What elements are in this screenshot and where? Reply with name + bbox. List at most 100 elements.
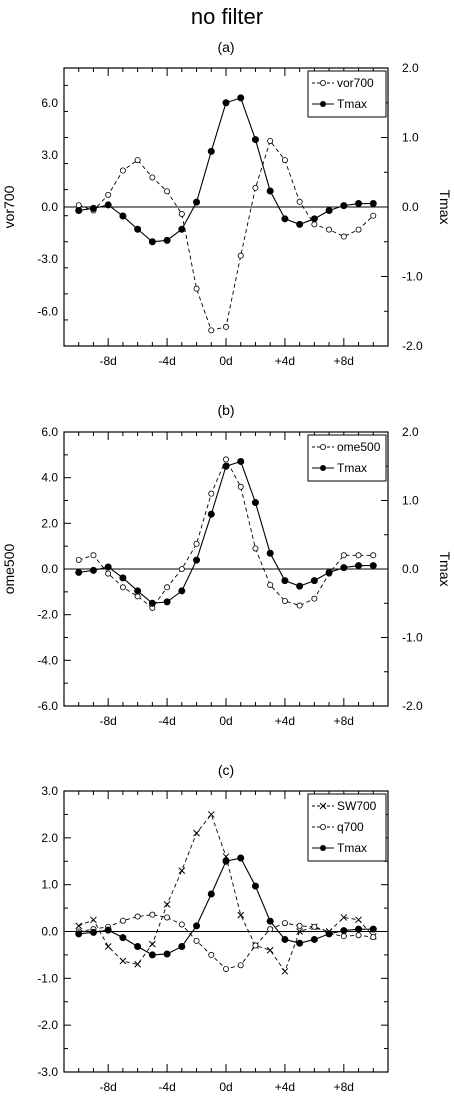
marker-tmax [89,928,97,936]
legend-label-vor700: vor700 [337,76,374,90]
marker-sw700 [90,916,97,924]
marker-tmax [310,215,318,223]
y-right-tick-label: 2.0 [402,425,419,439]
y-left-tick-label: 0.0 [41,200,58,214]
legend: ome500 Tmax [307,434,387,482]
marker-tmax [237,854,245,862]
legend-label-ome500: ome500 [337,440,381,454]
y-left-tick-label: 3.0 [41,148,58,162]
marker-tmax [75,930,83,938]
marker-tmax [89,566,97,574]
legend: SW700 q700 Tmax [307,793,387,862]
legend-marker-vor700 [319,80,326,87]
marker-tmax [237,94,245,102]
marker-tmax [222,462,230,470]
marker-q700 [281,920,288,927]
marker-vor700 [267,137,274,144]
y-left-tick-label: 3.0 [41,784,58,798]
marker-tmax [148,238,156,246]
marker-sw700 [134,960,141,968]
marker-tmax [193,198,201,206]
x-tick-label: -8d [100,1080,117,1094]
x-tick-label: 0d [219,1080,232,1094]
legend: vor700 Tmax [307,70,387,118]
marker-ome500 [370,552,377,559]
x-tick-label: -8d [100,354,117,368]
marker-vor700 [208,327,215,334]
marker-sw700 [178,867,186,874]
marker-tmax [237,457,245,465]
marker-ome500 [267,581,274,588]
y-right-tick-label: -2.0 [402,339,423,353]
marker-q700 [134,913,141,920]
marker-tmax [369,562,377,570]
y-right-tick-label: 1.0 [402,494,419,508]
marker-tmax [119,212,127,220]
y-right-tick-label: -1.0 [402,631,423,645]
y-left-tick-label: 2.0 [41,831,58,845]
marker-vor700 [119,167,126,174]
marker-q700 [267,926,274,933]
figure-title: no filter [191,4,263,29]
y-left-tick-label: -1.0 [37,971,58,985]
marker-q700 [355,932,362,939]
x-tick-label: +8d [334,354,354,368]
x-tick-label: 0d [219,714,232,728]
marker-tmax [119,574,127,582]
marker-tmax [134,587,142,595]
marker-tmax [178,587,186,595]
marker-vor700 [340,233,347,240]
marker-tmax [178,225,186,233]
marker-tmax [75,568,83,576]
marker-ome500 [340,552,347,559]
marker-tmax [310,577,318,585]
marker-sw700 [193,829,200,837]
marker-ome500 [178,566,185,573]
legend-marker-tmax [320,465,326,471]
y-left-tick-label: 0.0 [41,925,58,939]
marker-tmax [281,935,289,943]
y-left-tick-label: -4.0 [37,653,58,667]
y-left-tick-label: 6.0 [41,425,58,439]
marker-vor700 [252,184,259,191]
marker-q700 [237,962,244,969]
marker-vor700 [193,285,200,292]
y-left-tick-label: -3.0 [37,252,58,266]
panel-label: (c) [218,762,234,778]
marker-sw700 [266,946,274,954]
marker-tmax [266,549,274,557]
x-tick-label: -8d [100,714,117,728]
marker-tmax [104,926,112,934]
y-left-tick-label: -3.0 [37,1065,58,1079]
marker-ome500 [355,552,362,559]
marker-tmax [369,200,377,208]
y-left-tick-label: -6.0 [37,304,58,318]
marker-tmax [281,577,289,585]
marker-vor700 [311,221,318,228]
marker-tmax [193,922,201,930]
marker-tmax [340,564,348,572]
marker-ome500 [193,540,200,547]
marker-sw700 [281,967,289,975]
marker-tmax [355,925,363,933]
marker-vor700 [105,191,112,198]
marker-q700 [311,923,318,930]
marker-tmax [296,220,304,228]
y-right-axis-label: Tmax [437,552,453,587]
marker-vor700 [326,226,333,233]
marker-q700 [164,914,171,921]
marker-q700 [119,917,126,924]
marker-tmax [281,215,289,223]
y-right-axis-label: Tmax [437,190,453,225]
marker-sw700 [340,914,348,921]
x-tick-label: -4d [158,1080,175,1094]
marker-q700 [222,965,229,972]
marker-q700 [149,911,156,918]
marker-tmax [325,206,333,214]
y-left-tick-label: 1.0 [41,878,58,892]
y-left-tick-label: -6.0 [37,699,58,713]
marker-vor700 [296,198,303,205]
marker-ome500 [296,602,303,609]
panel-a: (a) -8d -4d 0d +4d +8d -6.0 -3.0 0.0 3.0 6.0 vor700… [1,39,453,368]
